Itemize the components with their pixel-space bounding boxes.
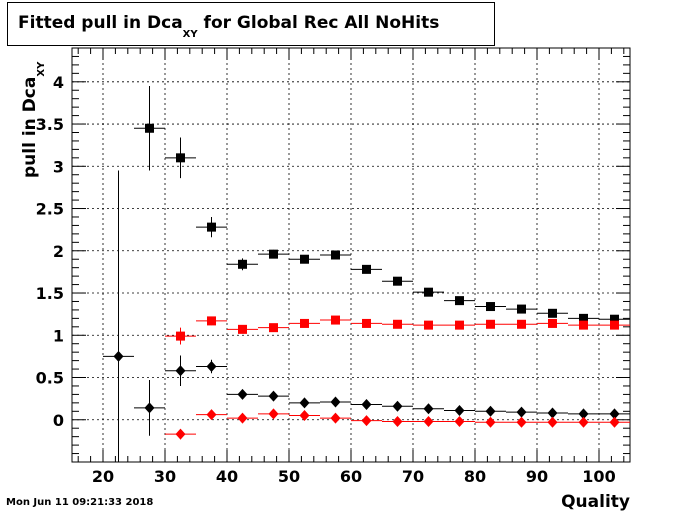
data-point-diamond	[113, 350, 124, 362]
data-point-diamond	[578, 416, 589, 428]
data-point-square	[331, 315, 340, 325]
data-point-diamond	[516, 416, 527, 428]
data-point-diamond	[392, 400, 403, 412]
x-axis-label: Quality	[561, 492, 630, 512]
data-point-diamond	[175, 428, 186, 440]
data-point-square	[238, 324, 247, 334]
data-point-square	[207, 222, 216, 232]
data-point-diamond	[237, 388, 248, 400]
data-point-square	[486, 302, 495, 312]
data-point-diamond	[268, 390, 279, 402]
data-point-square	[331, 250, 340, 260]
data-point-diamond	[609, 408, 620, 420]
data-point-square	[579, 313, 588, 323]
data-point-square	[424, 287, 433, 297]
y-tick-label: 2.5	[36, 200, 64, 219]
timestamp: Mon Jun 11 09:21:33 2018	[6, 497, 154, 508]
data-point-diamond	[516, 406, 527, 418]
x-tick-label: 50	[278, 467, 300, 486]
y-tick-label: 1	[53, 326, 64, 345]
y-axis-label: pull in DcaXY	[20, 61, 47, 178]
x-tick-label: 80	[464, 467, 486, 486]
y-tick-label: 2	[53, 242, 64, 261]
y-tick-label: 1.5	[36, 284, 64, 303]
data-point-diamond	[206, 361, 217, 373]
data-point-diamond	[330, 396, 341, 408]
data-point-diamond	[423, 403, 434, 415]
data-point-square	[517, 319, 526, 329]
title-subscript: XY	[182, 29, 198, 40]
data-point-square	[486, 319, 495, 329]
x-tick-label: 40	[216, 467, 238, 486]
data-point-diamond	[299, 397, 310, 409]
data-point-diamond	[423, 415, 434, 427]
y-tick-label: 4	[53, 73, 64, 92]
title-rest: for Global Rec All NoHits	[197, 13, 440, 33]
data-marks	[103, 86, 630, 462]
data-point-square	[548, 308, 557, 318]
y-tick-label: 0	[53, 411, 64, 430]
data-point-diamond	[144, 402, 155, 414]
axes: 20 30 40 50 60 70 80 90 100 0 0.5 1 1.5 2 2.5 3 3.5 4	[36, 48, 630, 486]
chart-title: Fitted pull in DcaXY for Global Rec All …	[18, 13, 440, 40]
data-point-diamond	[578, 408, 589, 420]
x-tick-label: 20	[92, 467, 114, 486]
data-point-diamond	[268, 408, 279, 420]
y-tick-label: 3	[53, 157, 64, 176]
data-point-diamond	[361, 415, 372, 427]
data-point-diamond	[609, 416, 620, 428]
data-point-diamond	[299, 410, 310, 422]
data-point-square	[393, 276, 402, 286]
x-tick-label: 70	[402, 467, 424, 486]
data-point-square	[362, 318, 371, 328]
x-tick-label: 60	[340, 467, 362, 486]
title-box: Fitted pull in DcaXY for Global Rec All …	[7, 2, 495, 46]
data-point-square	[455, 320, 464, 330]
data-point-diamond	[237, 412, 248, 424]
data-point-diamond	[206, 409, 217, 421]
data-point-square	[548, 318, 557, 328]
y-tick-label: 0.5	[36, 369, 64, 388]
data-point-square	[610, 320, 619, 330]
data-point-diamond	[175, 365, 186, 377]
data-point-square	[424, 320, 433, 330]
data-point-square	[455, 296, 464, 306]
data-point-diamond	[392, 415, 403, 427]
data-point-square	[207, 316, 216, 326]
data-point-diamond	[454, 404, 465, 416]
data-point-square	[393, 319, 402, 329]
data-point-square	[269, 323, 278, 333]
data-point-square	[176, 153, 185, 163]
y-tick-label: 3.5	[36, 115, 64, 134]
data-point-square	[610, 314, 619, 324]
data-point-square	[176, 331, 185, 341]
title-main: Fitted pull in Dca	[18, 13, 183, 33]
data-point-diamond	[547, 416, 558, 428]
data-point-diamond	[330, 412, 341, 424]
data-point-square	[517, 304, 526, 314]
data-point-diamond	[485, 405, 496, 417]
data-point-diamond	[547, 407, 558, 419]
data-point-square	[269, 249, 278, 259]
data-point-square	[579, 320, 588, 330]
x-tick-label: 100	[582, 467, 615, 486]
data-point-square	[145, 123, 154, 133]
data-point-diamond	[361, 399, 372, 411]
data-point-square	[300, 254, 309, 264]
data-point-square	[238, 259, 247, 269]
grid-lines	[72, 48, 630, 462]
x-tick-label: 90	[526, 467, 548, 486]
data-point-square	[362, 264, 371, 274]
data-point-diamond	[454, 415, 465, 427]
x-tick-label: 30	[154, 467, 176, 486]
data-point-diamond	[485, 416, 496, 428]
data-point-square	[300, 318, 309, 328]
